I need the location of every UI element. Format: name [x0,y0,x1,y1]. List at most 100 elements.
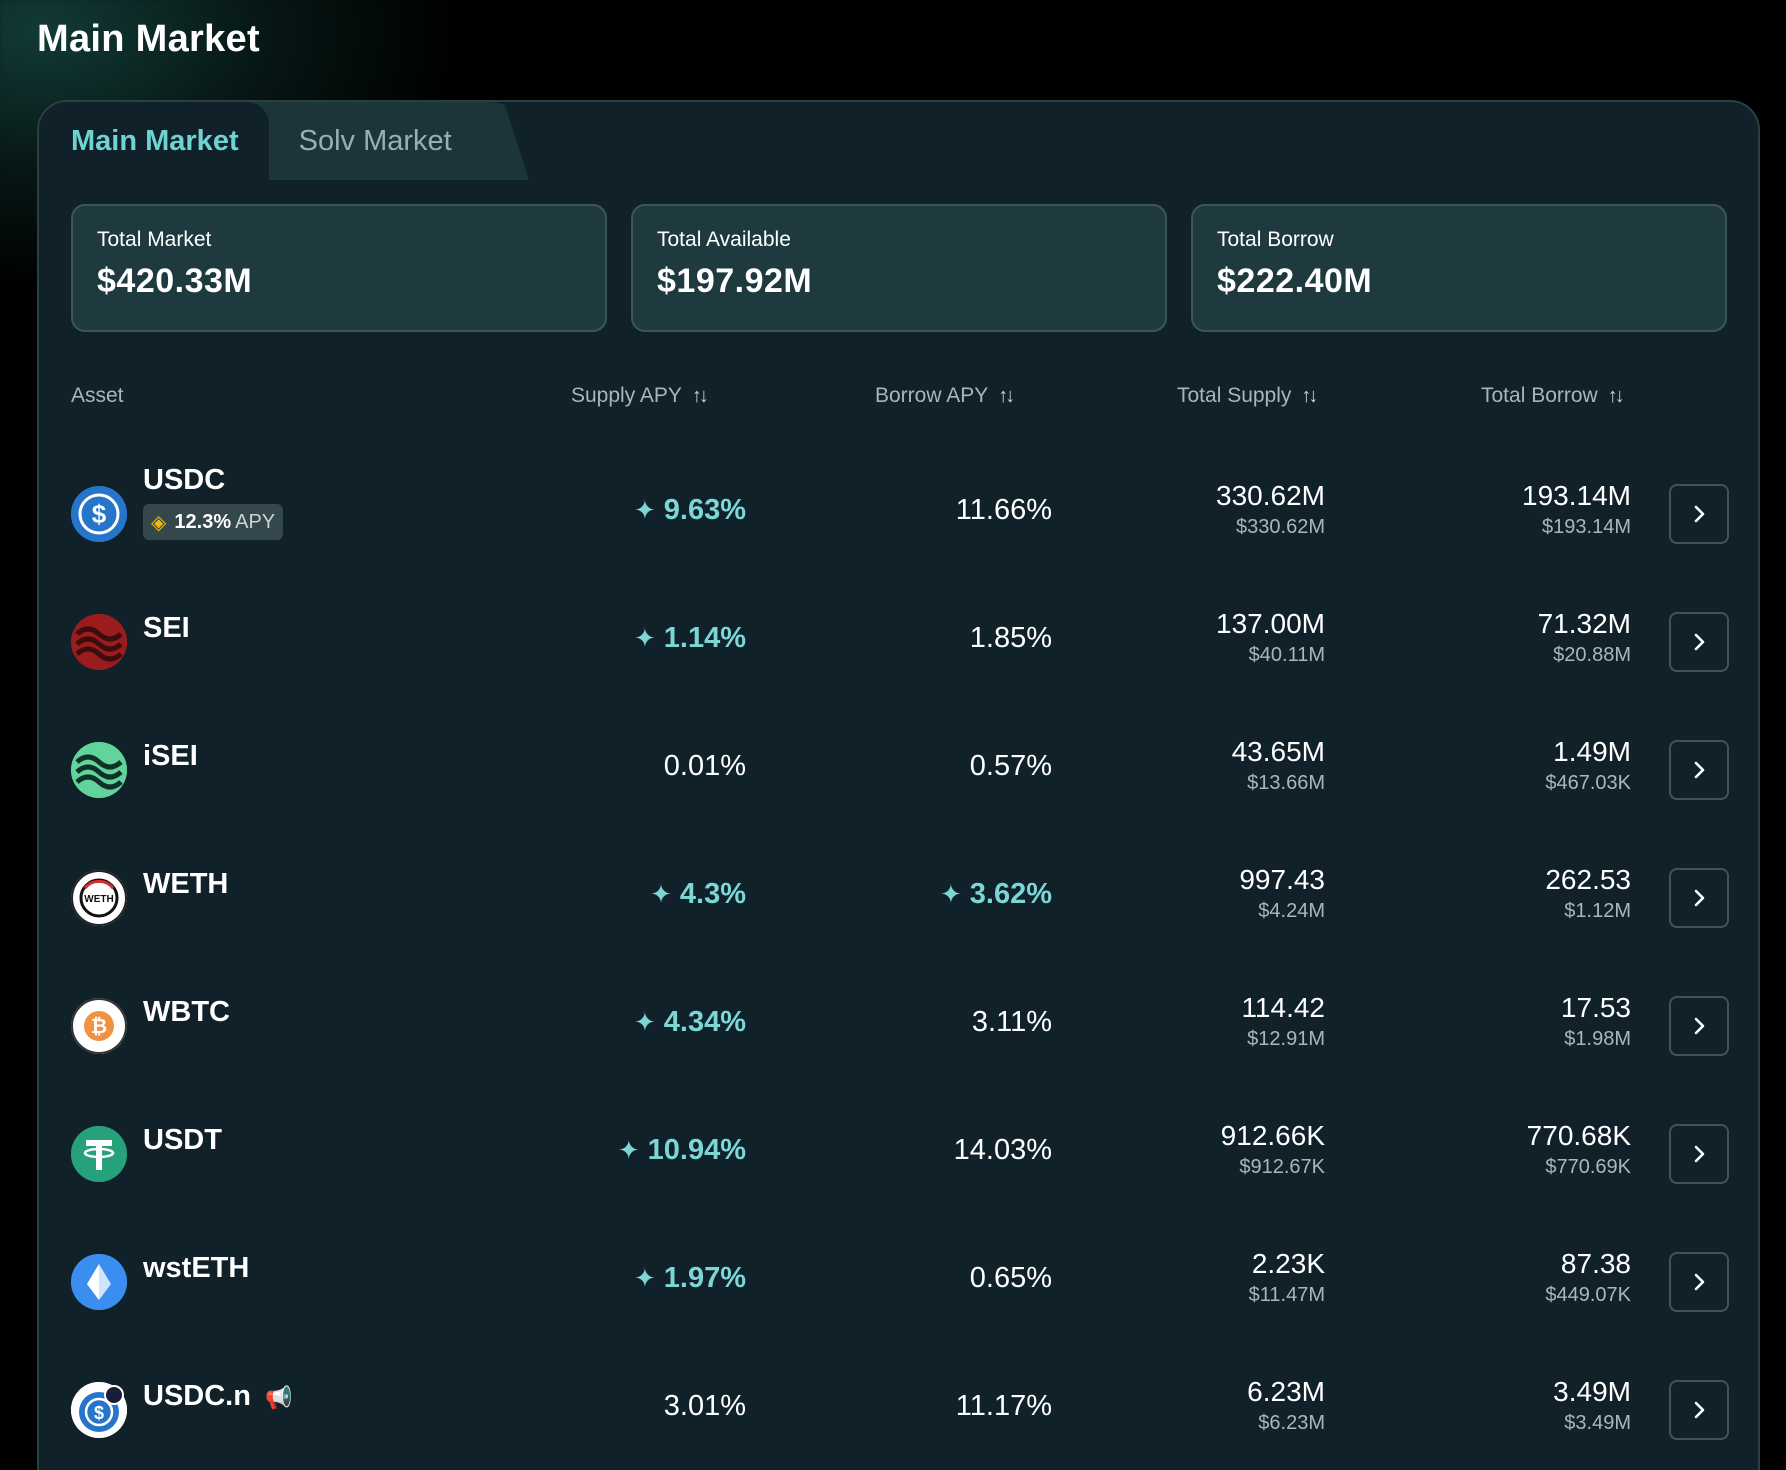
supply-apy: ✦ 4.3% [650,878,746,911]
borrow-apy: 0.57% [969,750,1052,782]
sparkle-icon: ✦ [633,1007,656,1037]
total-borrow-amount: 71.32M [1537,608,1631,639]
total-borrow-amount: 770.68K [1526,1120,1631,1151]
supply-apy-value: 9.63% [663,494,746,526]
sparkle-icon: ✦ [650,879,672,909]
chevron-right-icon [1694,1017,1705,1035]
table-row[interactable]: ₿ WBTC ✦ 4.34% 3.11% 114.42 $12.91M 17.53 $… [39,962,1758,1090]
svg-text:$: $ [94,1403,104,1423]
chevron-right-icon [1694,1401,1705,1419]
header-total-supply[interactable]: Total Supply ↑↓ [1177,384,1318,408]
sparkle-icon: ✦ [633,495,656,525]
chevron-right-icon [1694,889,1705,907]
total-supply: 912.66K $912.67K [1221,1120,1325,1179]
total-borrow-usd: $20.88M [1553,644,1631,666]
sparkle-icon: ✦ [617,1135,640,1165]
row-detail-button[interactable] [1669,484,1729,544]
row-detail-button[interactable] [1669,868,1729,928]
binance-icon: ◈ [151,511,167,534]
total-borrow: 3.49M $3.49M [1553,1376,1631,1435]
row-detail-button[interactable] [1669,612,1729,672]
total-borrow-amount: 193.14M [1522,480,1631,511]
table-row[interactable]: $ USDC ◈ 12.3% APY ✦ 9.63% 11.66% 330.62M… [39,450,1758,578]
total-supply: 43.65M $13.66M [1232,736,1325,795]
svg-text:WETH: WETH [84,894,113,905]
sparkle-icon: ✦ [939,879,962,909]
total-borrow-usd: $3.49M [1564,1412,1631,1434]
sort-icon: ↑↓ [691,385,709,407]
svg-text:₿: ₿ [91,1016,107,1038]
supply-apy: ✦ 1.97% [634,1262,746,1295]
stat-card-total-available: Total Available $197.92M [631,204,1167,332]
table-header: Asset Supply APY ↑↓ Borrow APY ↑↓ Total Su… [71,384,1731,414]
table-row[interactable]: iSEI 0.01% 0.57% 43.65M $13.66M 1.49M $467… [39,706,1758,834]
borrow-apy: ✦ 3.62% [940,878,1052,911]
badge-value: 12.3% [174,510,232,533]
header-asset: Asset [71,384,124,407]
isei-icon [71,742,127,798]
apy-badge: ◈ 12.3% APY [143,504,284,540]
megaphone-icon[interactable]: 📢 [265,1385,293,1410]
total-supply-usd: $13.66M [1247,772,1325,794]
usdt-icon [71,1126,127,1182]
borrow-apy: 0.65% [969,1262,1052,1294]
tab-solv-market[interactable]: Solv Market [262,102,490,180]
supply-apy: ✦ 10.94% [618,1134,746,1167]
wsteth-icon [71,1254,127,1310]
total-supply-amount: 997.43 [1239,864,1325,895]
stat-value: $420.33M [97,262,253,300]
row-detail-button[interactable] [1669,740,1729,800]
table-row[interactable]: USDT ✦ 10.94% 14.03% 912.66K $912.67K 770.… [39,1090,1758,1218]
row-detail-button[interactable] [1669,996,1729,1056]
page-title: Main Market [37,18,260,60]
total-borrow-amount: 17.53 [1560,992,1631,1023]
total-borrow-usd: $1.12M [1564,900,1631,922]
borrow-apy-value: 3.62% [969,878,1052,910]
total-borrow-amount: 3.49M [1553,1376,1631,1407]
badge-suffix: APY [235,510,276,533]
asset-name: USDC.n 📢 [143,1380,292,1413]
total-borrow-amount: 87.38 [1560,1248,1631,1279]
table-row[interactable]: $ USDC.n 📢 3.01% 11.17% 6.23M $6.23M 3.49… [39,1346,1758,1470]
total-supply-usd: $40.11M [1248,644,1325,666]
total-supply-usd: $4.24M [1258,900,1325,922]
total-supply: 114.42 $12.91M [1241,992,1325,1051]
table-row[interactable]: wstETH ✦ 1.97% 0.65% 2.23K $11.47M 87.38 $4… [39,1218,1758,1346]
row-detail-button[interactable] [1669,1124,1729,1184]
borrow-apy: 11.66% [955,494,1052,526]
supply-apy-value: 1.97% [663,1262,746,1294]
total-borrow: 262.53 $1.12M [1545,864,1631,923]
svg-text:$: $ [92,499,107,529]
row-detail-button[interactable] [1669,1380,1729,1440]
stat-card-total-borrow: Total Borrow $222.40M [1191,204,1727,332]
table-row[interactable]: WETH WETH ✦ 4.3% ✦ 3.62% 997.43 $4.24M 262.… [39,834,1758,962]
stat-label: Total Borrow [1217,228,1334,251]
table-row[interactable]: SEI ✦ 1.14% 1.85% 137.00M $40.11M 71.32M $2… [39,578,1758,706]
asset-name: WETH [143,868,229,900]
weth-icon: WETH [71,870,127,926]
chevron-right-icon [1694,1145,1705,1163]
total-borrow: 1.49M $467.03K [1545,736,1631,795]
total-borrow: 71.32M $20.88M [1538,608,1631,667]
market-panel: Main Market Solv Market Total Market $42… [37,100,1760,1470]
usdc-n-icon: $ [71,1382,127,1438]
supply-apy: 3.01% [663,1390,746,1422]
supply-apy: 0.01% [663,750,746,782]
header-total-borrow[interactable]: Total Borrow ↑↓ [1481,384,1625,408]
total-borrow: 87.38 $449.07K [1545,1248,1631,1307]
sort-icon: ↑↓ [1301,385,1318,407]
chevron-right-icon [1694,1273,1705,1291]
supply-apy: ✦ 9.63% [634,494,746,527]
wbtc-icon: ₿ [71,998,127,1054]
asset-name: USDC [143,464,226,496]
header-borrow-apy[interactable]: Borrow APY ↑↓ [875,384,1015,408]
asset-name-label: USDC.n [143,1380,251,1412]
row-detail-button[interactable] [1669,1252,1729,1312]
total-supply: 330.62M $330.62M [1216,480,1325,539]
borrow-apy: 14.03% [953,1134,1052,1166]
asset-name: SEI [143,612,190,644]
tab-main-market[interactable]: Main Market [39,102,269,180]
chevron-right-icon [1694,633,1705,651]
header-supply-apy[interactable]: Supply APY ↑↓ [571,384,709,408]
supply-apy: ✦ 4.34% [634,1006,746,1039]
